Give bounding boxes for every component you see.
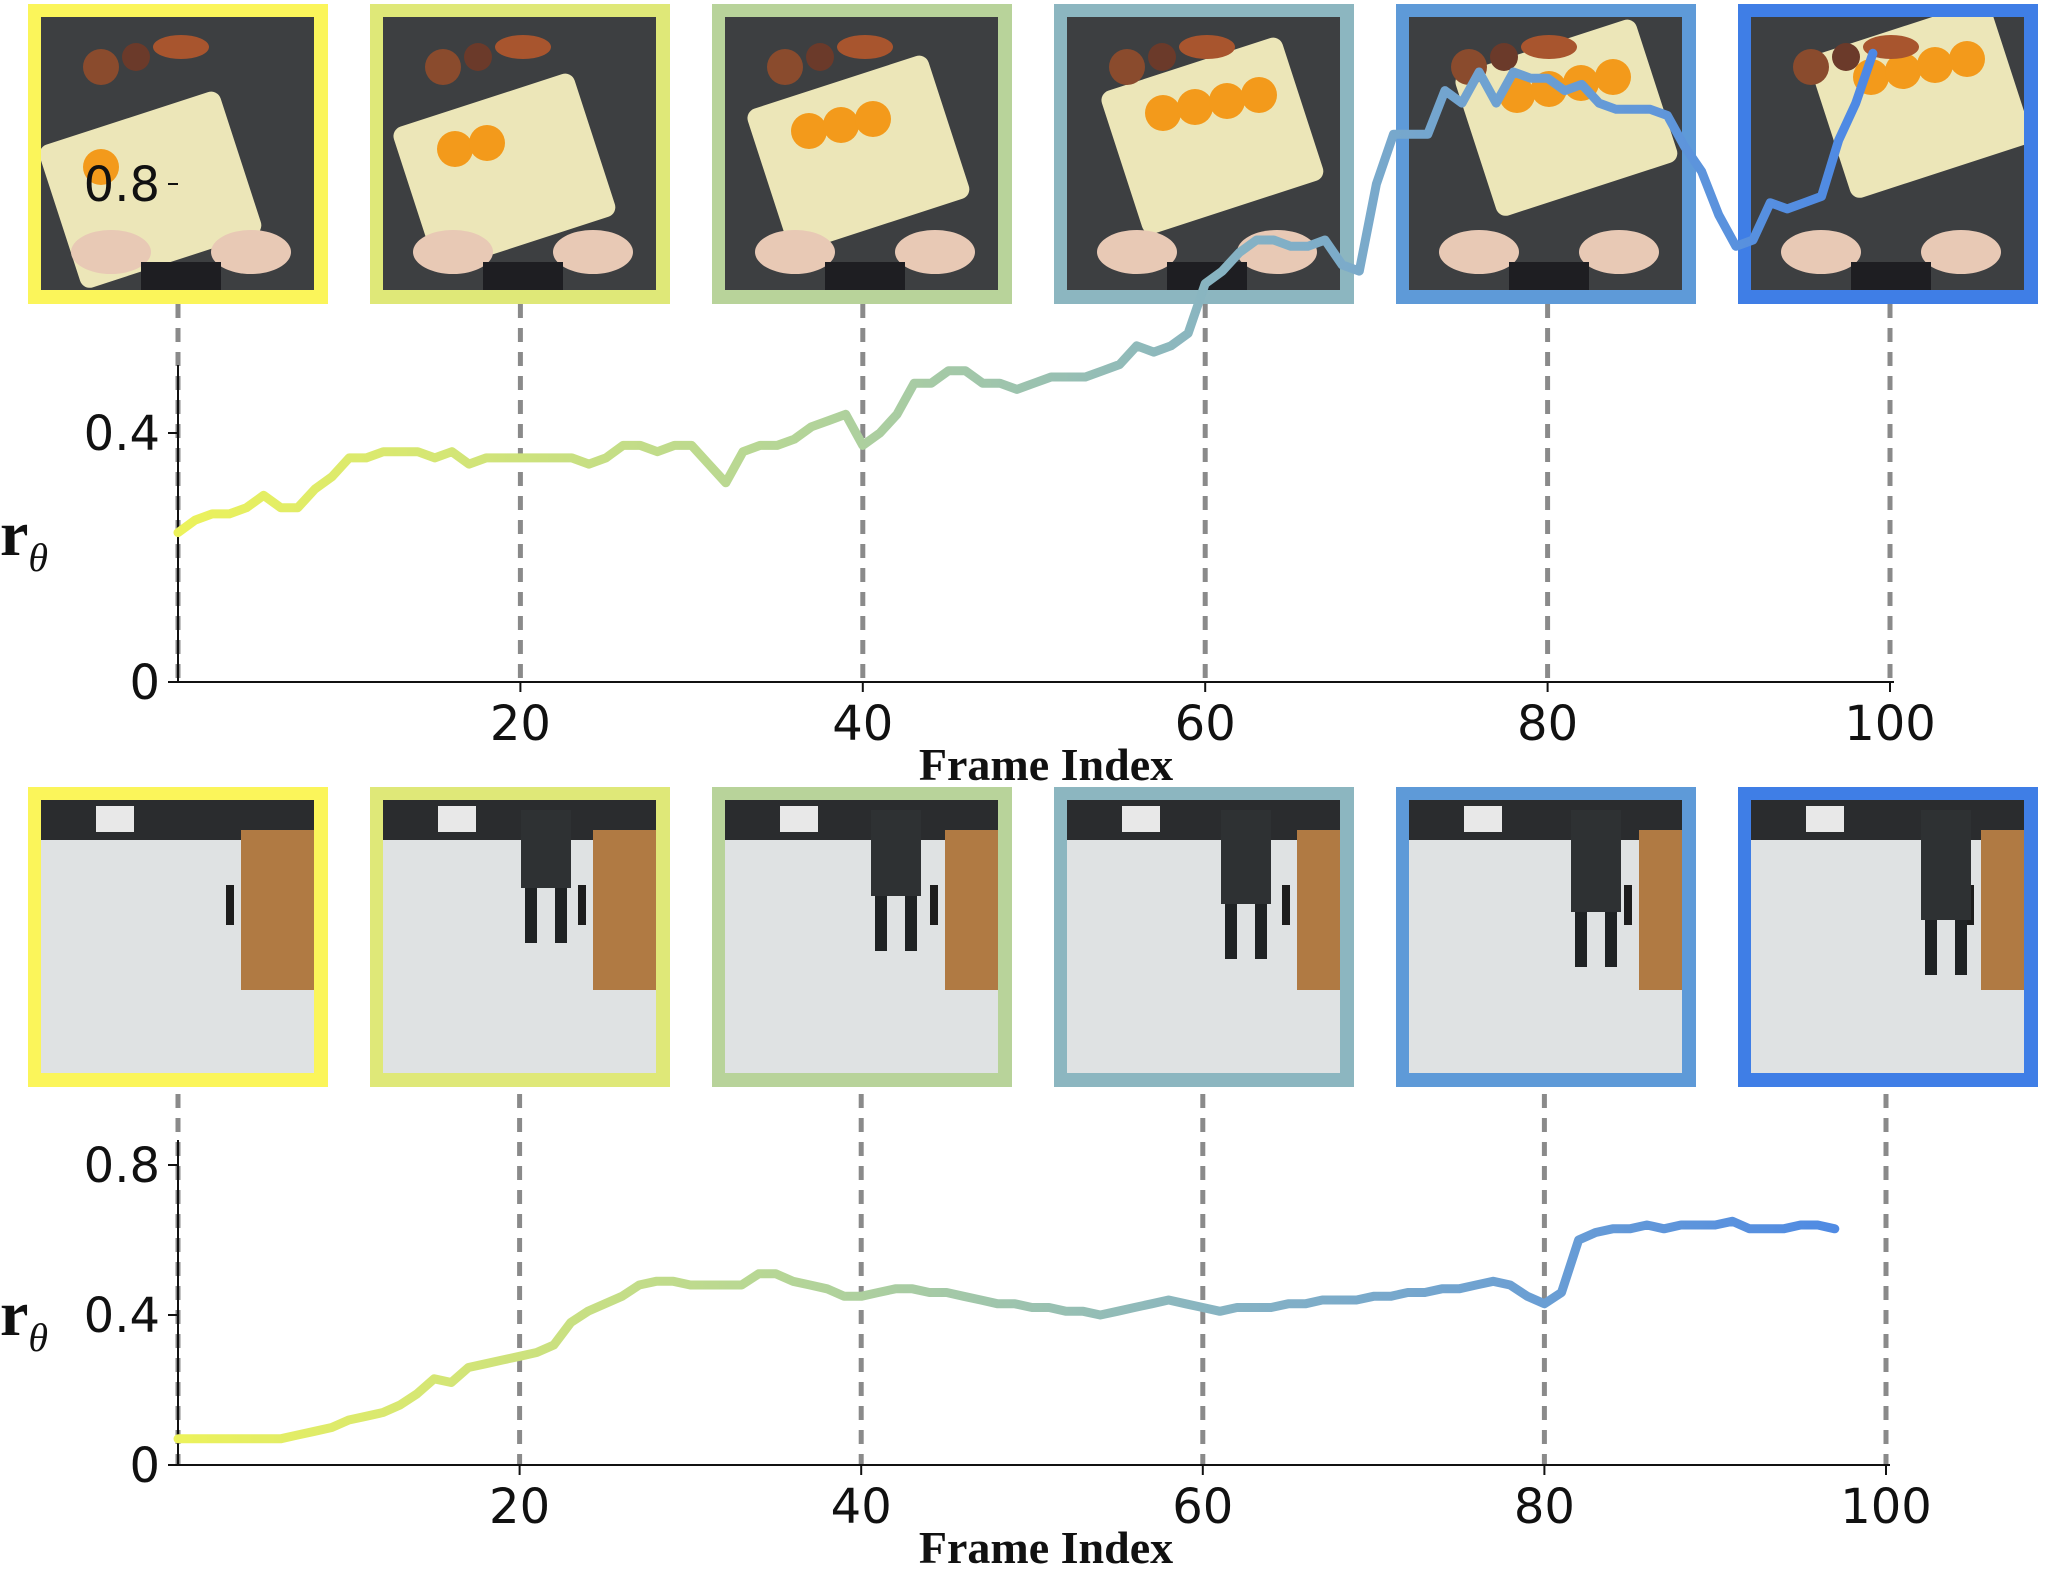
x-tick-label: 40 [831,1479,892,1535]
y-tick-label: 0 [129,1438,160,1494]
y-axis-ticks: 0 0.4 0.8 [84,1138,178,1494]
y-tick-label: 0.4 [84,1288,160,1344]
frame-thumbnail [1054,4,1354,304]
thumbnail-image [1409,800,1682,1073]
x-tick-label: 80 [1517,696,1578,752]
robot-panel: 0 0.4 0.8 20 40 60 80 100 Frame Index rθ [0,787,2038,1569]
frame-thumbnail [370,787,670,1087]
frame-thumbnail [1738,4,2038,304]
x-tick-label: 40 [832,696,893,752]
thumbnail-image [383,800,656,1073]
frame-thumbnail [1738,787,2038,1087]
frame-thumbnail [1054,787,1354,1087]
x-axis-ticks: 20 40 60 80 100 [490,682,1936,752]
reward-curve-robot [173,1216,1840,1444]
x-tick-label: 60 [1172,1479,1233,1535]
frame-thumbnail [28,4,328,304]
thumbnail-image [383,17,656,290]
thumbnail-image [1409,17,1682,290]
x-axis-ticks: 20 40 60 80 100 [489,1465,1932,1535]
x-tick-label: 100 [1844,696,1936,752]
thumbnail-image [1751,800,2024,1073]
y-axis-ticks: 0 0.4 0.8 [84,157,178,711]
robot-frame-thumbnails [28,787,2038,1087]
x-axis-label: Frame Index [919,739,1173,790]
thumbnail-image [725,17,998,290]
frame-thumbnail [1396,787,1696,1087]
thumbnail-image [41,17,314,290]
thumbnail-image [1067,800,1340,1073]
y-tick-label: 0 [129,655,160,711]
x-axis-label: Frame Index [919,1522,1173,1569]
kitchen-panel: 0 0.4 0.8 20 40 60 80 100 Frame Index rθ [0,4,2038,790]
thumbnail-image [1751,17,2024,290]
thumbnail-image [41,800,314,1073]
frame-marker-lines [175,1094,1889,1465]
x-tick-label: 20 [489,1479,550,1535]
kitchen-frame-thumbnails [28,4,2038,304]
frame-thumbnail [28,787,328,1087]
y-axis-label: rθ [0,498,48,580]
reward-curve-kitchen [173,48,1878,538]
y-tick-label: 0.8 [84,1138,160,1194]
frame-thumbnail [1396,4,1696,304]
frame-thumbnail [370,4,670,304]
frame-marker-lines [175,304,1893,682]
frame-thumbnail [712,787,1012,1087]
thumbnail-image [725,800,998,1073]
y-tick-label: 0.4 [84,406,160,462]
x-tick-label: 60 [1175,696,1236,752]
x-tick-label: 100 [1840,1479,1932,1535]
x-tick-label: 80 [1514,1479,1575,1535]
frame-thumbnail [712,4,1012,304]
y-tick-label: 0.8 [84,157,160,213]
x-tick-label: 20 [490,696,551,752]
y-axis-label: rθ [0,1278,48,1360]
